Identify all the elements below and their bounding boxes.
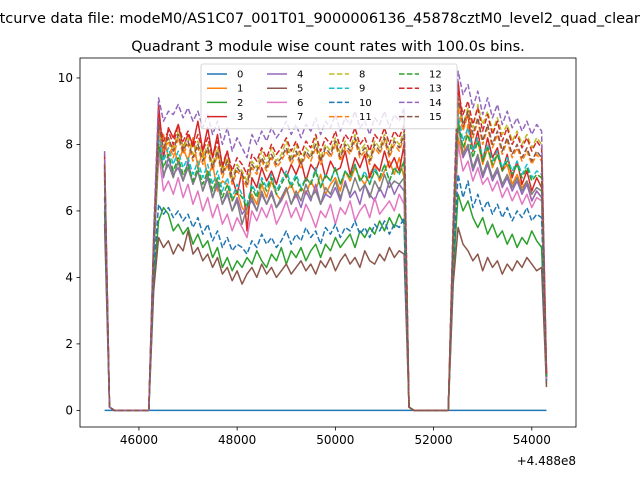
legend-label-14: 14 — [429, 98, 442, 109]
figure-suptitle: Lightcurve data file: modeM0/AS1C07_001T… — [0, 11, 640, 27]
series-line-9 — [103, 113, 548, 412]
legend-label-11: 11 — [359, 112, 372, 123]
series-line-12 — [103, 120, 548, 412]
y-tick-label: 8 — [65, 137, 73, 151]
series-line-10 — [103, 173, 548, 412]
y-tick-label: 4 — [65, 270, 73, 284]
x-tick-label: 50000 — [316, 433, 354, 447]
x-tick-label: 52000 — [414, 433, 452, 447]
legend-label-6: 6 — [297, 98, 303, 109]
y-tick-label: 6 — [65, 204, 73, 218]
legend-label-10: 10 — [359, 98, 372, 109]
plot-frame — [79, 57, 577, 428]
plot-lines — [103, 70, 548, 412]
chart-title: Quadrant 3 module wise count rates with … — [131, 39, 525, 55]
legend-label-8: 8 — [359, 70, 365, 81]
x-offset-label: +4.488e8 — [517, 454, 576, 468]
series-line-4 — [103, 117, 548, 412]
legend-label-1: 1 — [237, 84, 243, 95]
series-line-13 — [103, 90, 548, 412]
legend-label-13: 13 — [429, 84, 442, 95]
series-line-6 — [103, 143, 548, 412]
y-tick-label: 0 — [65, 403, 73, 417]
legend-label-5: 5 — [297, 84, 303, 95]
y-tick-label: 2 — [65, 337, 73, 351]
series-line-5 — [103, 224, 548, 412]
legend-label-7: 7 — [297, 112, 303, 123]
legend-label-4: 4 — [297, 70, 303, 81]
series-line-7 — [103, 123, 548, 412]
x-tick-label: 54000 — [513, 433, 551, 447]
legend-label-0: 0 — [237, 70, 243, 81]
legend-label-12: 12 — [429, 70, 442, 81]
legend-label-3: 3 — [237, 112, 243, 123]
series-line-15 — [103, 97, 548, 412]
x-tick-label: 48000 — [218, 433, 256, 447]
legend-label-15: 15 — [429, 112, 442, 123]
legend-box — [200, 63, 458, 130]
series-line-11 — [103, 107, 548, 412]
series-line-8 — [103, 100, 548, 412]
x-tick-label: 46000 — [120, 433, 158, 447]
legend-label-2: 2 — [237, 98, 243, 109]
series-line-2 — [103, 193, 548, 412]
series-line-3 — [103, 80, 548, 412]
legend-label-9: 9 — [359, 84, 365, 95]
y-tick-label: 10 — [58, 71, 73, 85]
